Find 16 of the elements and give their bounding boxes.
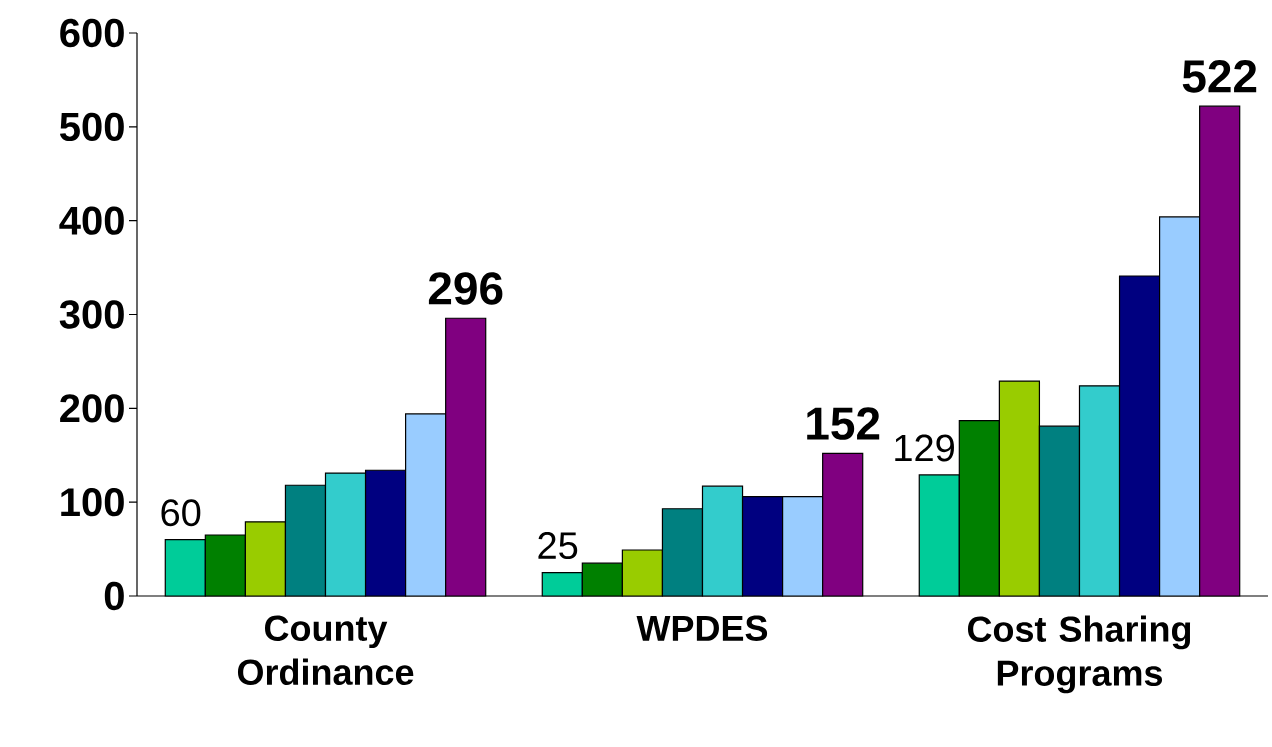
y-tick-label: 0 [104, 581, 124, 611]
y-tick-label: 600 [60, 18, 124, 48]
data-label: 296 [428, 272, 503, 305]
data-label: 25 [538, 532, 578, 560]
y-tick-label: 500 [59, 112, 124, 141]
x-tick-label: County Ordinance [237, 615, 414, 686]
data-label: 522 [1182, 60, 1257, 93]
y-tick-label: 400 [59, 206, 124, 235]
data-label: 60 [161, 499, 201, 527]
y-tick-label: 100 [61, 488, 124, 517]
x-tick-label: Cost Sharing Programs [967, 615, 1191, 694]
data-label: 152 [807, 407, 880, 440]
x-tick-label: WPDES [636, 615, 768, 642]
y-tick-label: 200 [60, 394, 124, 423]
y-tick-label: 300 [59, 300, 124, 329]
data-label: 129 [895, 434, 954, 462]
